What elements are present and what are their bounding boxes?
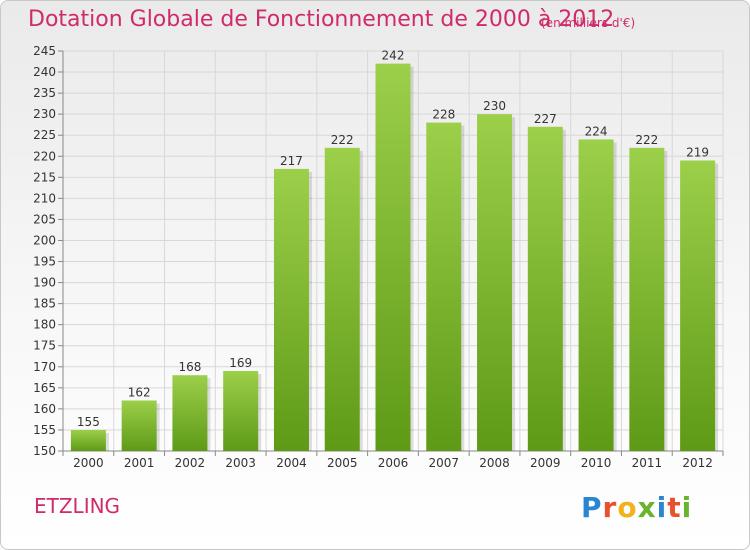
- y-tick-label: 160: [33, 402, 56, 416]
- y-tick-label: 240: [33, 65, 56, 79]
- x-tick-label: 2012: [682, 456, 713, 470]
- labels: 150 155 160 165 170 175 180 185 190 195 200 205 210 2…: [33, 44, 713, 470]
- data-label: 230: [483, 99, 506, 113]
- x-tick-label: 2001: [124, 456, 155, 470]
- bar-2004: [273, 168, 309, 452]
- bar-2011: [629, 147, 665, 451]
- bar-2009: [527, 126, 563, 451]
- y-tick-label: 230: [33, 107, 56, 121]
- y-tick-label: 175: [33, 339, 56, 353]
- x-tick-label: 2005: [327, 456, 358, 470]
- bar-2006: [375, 63, 411, 451]
- bar-2000: [70, 429, 106, 451]
- x-tick-label: 2010: [581, 456, 612, 470]
- y-tick-label: 190: [33, 276, 56, 290]
- proxiti-logo: Proxiti: [581, 491, 693, 524]
- data-label: 224: [585, 124, 608, 138]
- y-tick-label: 155: [33, 423, 56, 437]
- y-tick-label: 235: [33, 86, 56, 100]
- y-tick-label: 165: [33, 381, 56, 395]
- data-label: 227: [534, 112, 557, 126]
- data-label: 155: [77, 415, 100, 429]
- y-tick-label: 195: [33, 255, 56, 269]
- bar-2008: [477, 114, 513, 451]
- data-label: 168: [178, 360, 201, 374]
- y-tick-label: 200: [33, 233, 56, 247]
- bar-2002: [172, 375, 208, 451]
- data-label: 219: [686, 145, 709, 159]
- data-label: 242: [382, 49, 405, 63]
- bar-2001: [121, 400, 157, 451]
- data-label: 169: [229, 356, 252, 370]
- x-tick-label: 2006: [378, 456, 409, 470]
- y-tick-label: 245: [33, 44, 56, 58]
- bar-2012: [680, 160, 716, 451]
- bars: [70, 63, 719, 452]
- y-tick-label: 215: [33, 170, 56, 184]
- bar-2010: [578, 139, 614, 451]
- y-tick-label: 185: [33, 297, 56, 311]
- y-tick-label: 150: [33, 444, 56, 458]
- chart-title: Dotation Globale de Fonctionnement de 20…: [28, 7, 615, 32]
- y-tick-label: 205: [33, 212, 56, 226]
- data-label: 222: [331, 133, 354, 147]
- x-tick-label: 2003: [225, 456, 256, 470]
- chart-unit-label: (en milliers d'€): [541, 16, 636, 30]
- data-label: 222: [635, 133, 658, 147]
- city-name: ETZLING: [34, 494, 121, 518]
- x-tick-label: 2000: [73, 456, 104, 470]
- y-tick-label: 225: [33, 128, 56, 142]
- x-tick-label: 2007: [428, 456, 459, 470]
- y-tick-label: 210: [33, 191, 56, 205]
- data-label: 162: [128, 385, 151, 399]
- y-tick-label: 220: [33, 149, 56, 163]
- bar-2003: [223, 371, 259, 451]
- y-tick-label: 170: [33, 360, 56, 374]
- x-tick-label: 2002: [175, 456, 206, 470]
- bar-2005: [324, 147, 360, 451]
- x-tick-label: 2004: [276, 456, 307, 470]
- bar-2007: [426, 122, 462, 451]
- x-tick-label: 2008: [479, 456, 510, 470]
- data-label: 217: [280, 154, 303, 168]
- y-tick-label: 180: [33, 318, 56, 332]
- x-tick-label: 2009: [530, 456, 561, 470]
- x-tick-label: 2011: [632, 456, 663, 470]
- data-label: 228: [432, 108, 455, 122]
